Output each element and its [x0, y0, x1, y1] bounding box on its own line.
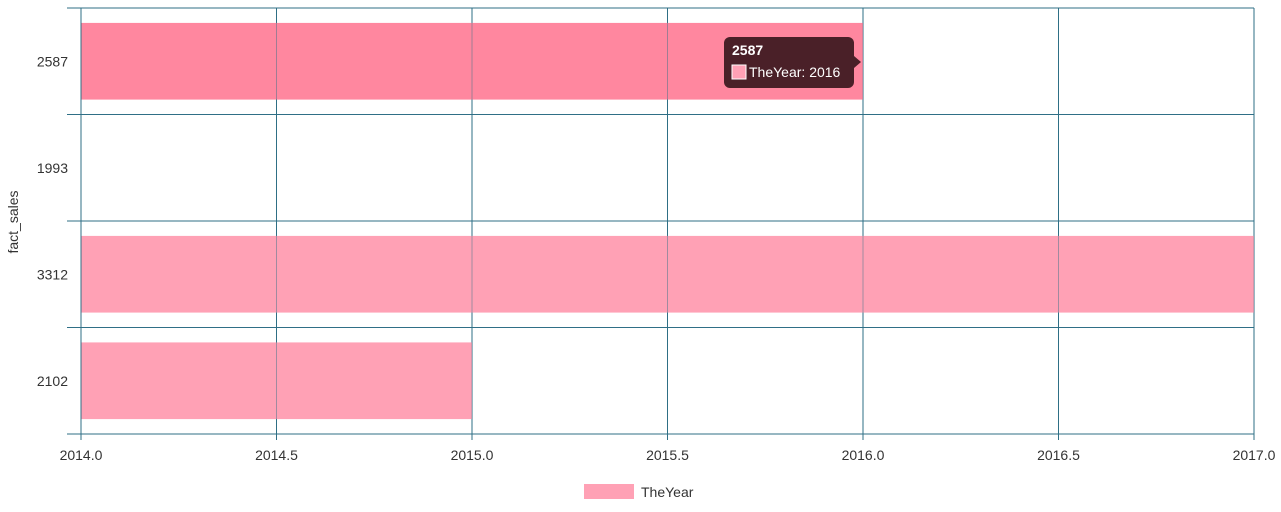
bar-2102[interactable] [81, 342, 472, 420]
y-tick-label: 3312 [37, 266, 68, 282]
x-tick-label: 2015.0 [451, 447, 494, 463]
tooltip-pointer [854, 56, 861, 68]
x-tick-label: 2017.0 [1233, 447, 1276, 463]
tooltip-label: TheYear: 2016 [749, 64, 841, 80]
axes: 2014.0 2014.5 2015.0 2015.5 2016.0 2016.5 2017… [37, 8, 1276, 463]
y-tick-label: 2102 [37, 373, 68, 389]
tooltip-box [724, 37, 854, 88]
bar-3312[interactable] [81, 235, 1254, 313]
x-tick-label: 2014.5 [255, 447, 298, 463]
y-tick-label: 2587 [37, 53, 68, 69]
x-tick-label: 2015.5 [646, 447, 689, 463]
tooltip: 2587 TheYear: 2016 [724, 37, 861, 88]
x-tick-label: 2014.0 [60, 447, 103, 463]
tooltip-swatch [731, 64, 747, 80]
x-tick-label: 2016.5 [1037, 447, 1080, 463]
legend-swatch-theyear[interactable] [584, 484, 634, 499]
y-tick-label: 1993 [37, 160, 68, 176]
legend-label-theyear[interactable]: TheYear [641, 484, 694, 500]
legend[interactable]: TheYear [584, 484, 694, 500]
x-tick-label: 2016.0 [842, 447, 885, 463]
y-axis-title: fact_sales [5, 190, 21, 253]
tooltip-title: 2587 [732, 42, 763, 58]
